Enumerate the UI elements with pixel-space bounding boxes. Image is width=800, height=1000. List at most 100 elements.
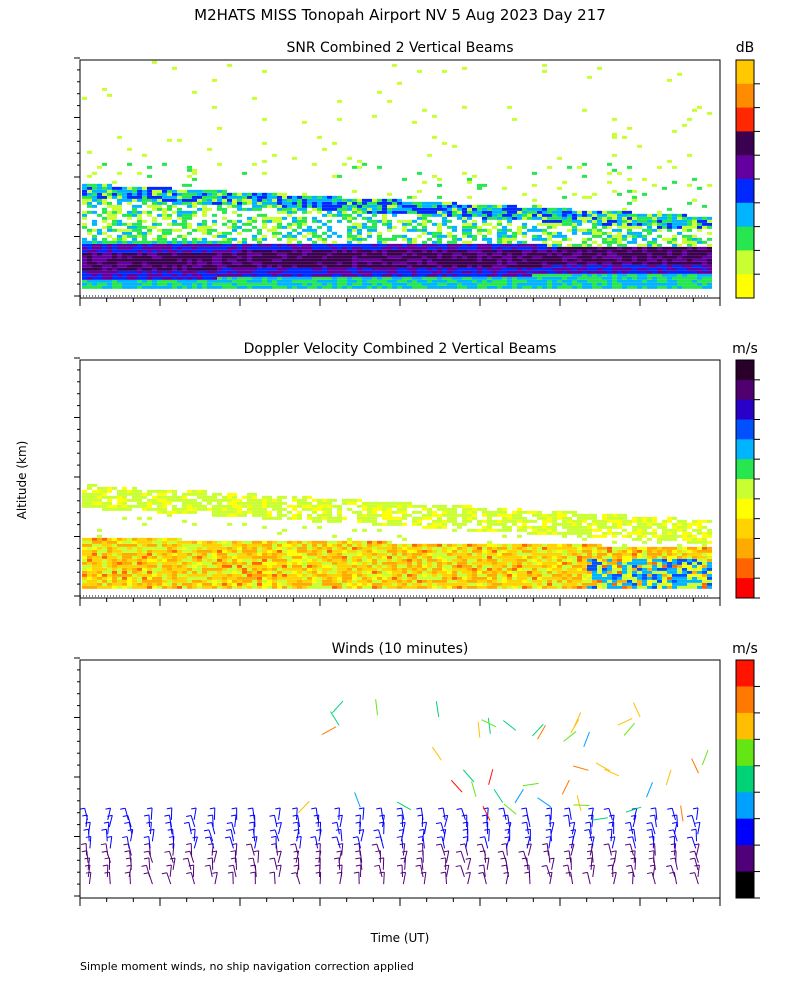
snr-cell xyxy=(592,216,597,220)
snr-cell xyxy=(347,231,352,235)
snr-cell xyxy=(347,267,352,271)
doppler-cell xyxy=(167,570,172,574)
doppler-cell xyxy=(172,498,177,502)
snr-cell xyxy=(622,243,627,247)
doppler-cell xyxy=(227,492,232,496)
snr-cell xyxy=(212,282,217,286)
snr-cell xyxy=(102,267,107,271)
snr-cell xyxy=(157,255,162,259)
snr-cell xyxy=(182,210,187,214)
snr-cell xyxy=(107,204,112,208)
snr-cell xyxy=(407,210,412,214)
snr-cell xyxy=(697,270,702,274)
snr-cell xyxy=(507,276,512,280)
snr-cell xyxy=(132,192,137,196)
snr-cell xyxy=(387,255,392,259)
doppler-cell xyxy=(172,570,177,574)
snr-cell xyxy=(617,234,622,238)
snr-cell xyxy=(507,207,512,211)
doppler-cell xyxy=(177,495,182,499)
snr-cell xyxy=(402,237,407,241)
snr-cell xyxy=(112,243,117,247)
snr-cell xyxy=(592,210,597,214)
snr-cell xyxy=(122,195,127,199)
snr-cell xyxy=(332,279,337,283)
snr-cell xyxy=(527,258,532,262)
snr-cell xyxy=(167,270,172,274)
doppler-cell xyxy=(207,564,212,568)
doppler-cell xyxy=(367,543,372,547)
snr-cell xyxy=(452,279,457,283)
doppler-cell xyxy=(362,558,367,562)
doppler-cell xyxy=(312,576,317,580)
doppler-cell xyxy=(107,543,112,547)
doppler-cell xyxy=(197,555,202,559)
snr-cell xyxy=(417,285,422,289)
snr-cell xyxy=(127,210,132,214)
doppler-cell xyxy=(417,519,422,523)
snr-cell xyxy=(407,276,412,280)
snr-cell xyxy=(117,234,122,238)
doppler-cell xyxy=(372,543,377,547)
snr-cell xyxy=(187,165,192,169)
snr-cell xyxy=(567,264,572,268)
snr-cell xyxy=(207,264,212,268)
doppler-cell xyxy=(357,513,362,517)
snr-cell xyxy=(272,279,277,283)
snr-cell xyxy=(217,255,222,259)
snr-cell xyxy=(607,180,612,184)
doppler-cell xyxy=(162,501,167,505)
doppler-cell xyxy=(312,573,317,577)
doppler-cell xyxy=(362,564,367,568)
snr-cell xyxy=(557,279,562,283)
snr-cell xyxy=(87,255,92,259)
snr-cell xyxy=(87,252,92,256)
doppler-cell xyxy=(107,537,112,541)
snr-cell xyxy=(547,261,552,265)
snr-cell xyxy=(497,222,502,226)
snr-cell xyxy=(277,258,282,262)
snr-cell xyxy=(382,246,387,250)
snr-cell xyxy=(117,201,122,205)
snr-cell xyxy=(167,213,172,217)
snr-cell xyxy=(182,258,187,262)
snr-cell xyxy=(277,261,282,265)
snr-cell xyxy=(452,273,457,277)
doppler-cell xyxy=(312,510,317,514)
doppler-cell xyxy=(172,564,177,568)
snr-cell xyxy=(447,243,452,247)
snr-cell xyxy=(697,279,702,283)
snr-cell xyxy=(407,246,412,250)
doppler-cell xyxy=(232,582,237,586)
doppler-cell xyxy=(297,516,302,520)
doppler-heatmap xyxy=(82,483,712,589)
snr-cell xyxy=(192,243,197,247)
snr-cell xyxy=(332,198,337,202)
doppler-cell xyxy=(382,555,387,559)
snr-cell xyxy=(352,243,357,247)
doppler-cell xyxy=(377,564,382,568)
snr-cell xyxy=(272,195,277,199)
doppler-cell xyxy=(117,576,122,580)
snr-cell xyxy=(297,264,302,268)
snr-cell xyxy=(587,252,592,256)
snr-cell xyxy=(422,228,427,232)
snr-cell xyxy=(212,222,217,226)
snr-cell xyxy=(362,255,367,259)
snr-cell xyxy=(342,243,347,247)
snr-cell xyxy=(292,204,297,208)
snr-cell xyxy=(357,264,362,268)
doppler-cell xyxy=(132,543,137,547)
snr-cell xyxy=(92,255,97,259)
snr-cell xyxy=(132,258,137,262)
doppler-cell xyxy=(332,540,337,544)
snr-cell xyxy=(117,270,122,274)
snr-cell xyxy=(167,204,172,208)
snr-cell xyxy=(362,198,367,202)
doppler-cell xyxy=(117,543,122,547)
doppler-cell xyxy=(152,561,157,565)
doppler-cell xyxy=(322,573,327,577)
snr-cell xyxy=(372,225,377,229)
snr-cell xyxy=(207,279,212,283)
snr-cell xyxy=(412,225,417,229)
